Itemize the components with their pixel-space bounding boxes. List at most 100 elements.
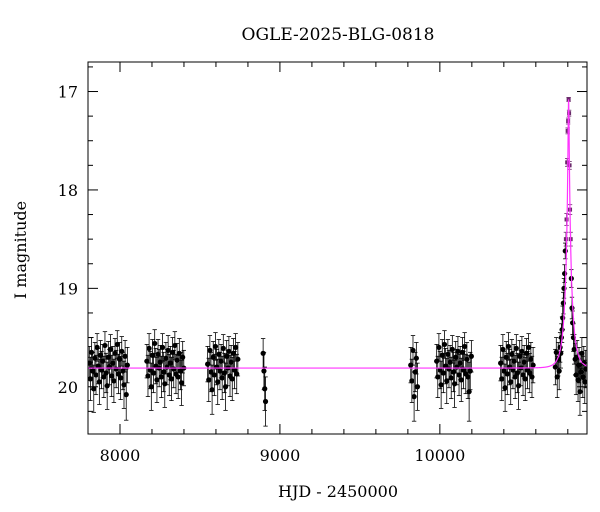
point-marker: [513, 345, 519, 351]
point-marker: [521, 359, 527, 365]
data-point: [222, 362, 229, 411]
data-point: [456, 353, 462, 397]
point-marker: [411, 394, 417, 400]
point-marker: [414, 384, 421, 390]
point-marker: [221, 370, 228, 376]
point-marker: [504, 371, 510, 377]
point-marker: [530, 362, 536, 368]
point-marker: [261, 368, 267, 374]
point-marker: [458, 377, 464, 383]
data-point: [526, 333, 532, 362]
point-marker: [178, 380, 185, 386]
data-point: [502, 363, 508, 412]
point-marker: [174, 357, 180, 363]
point-marker: [229, 376, 235, 382]
point-marker: [509, 351, 515, 357]
data-point: [448, 356, 454, 399]
point-marker: [565, 160, 570, 165]
data-point: [530, 346, 536, 384]
point-marker: [260, 350, 266, 356]
point-marker: [176, 350, 182, 356]
point-marker: [175, 374, 181, 380]
data-point: [111, 358, 117, 403]
point-marker: [207, 347, 213, 353]
point-marker: [512, 374, 518, 380]
point-marker: [529, 374, 535, 380]
data-point: [411, 371, 417, 422]
point-marker: [172, 342, 178, 349]
data-point: [159, 333, 166, 362]
point-marker: [409, 378, 415, 384]
point-marker: [519, 348, 525, 354]
data-point: [441, 330, 448, 359]
point-marker: [579, 350, 585, 356]
data-point: [513, 334, 519, 363]
data-point: [444, 357, 450, 404]
point-marker: [94, 344, 100, 350]
point-marker: [167, 360, 173, 366]
data-point: [583, 349, 587, 389]
x-axis-label: HJD - 2450000: [278, 482, 398, 501]
point-marker: [498, 360, 504, 366]
point-marker: [500, 346, 506, 352]
point-marker: [90, 368, 96, 374]
point-marker: [231, 367, 238, 373]
point-marker: [91, 386, 97, 392]
point-marker: [455, 348, 461, 354]
point-marker: [217, 368, 223, 374]
point-marker: [96, 379, 102, 385]
point-marker: [435, 374, 441, 380]
axis-ticks: 8000 9000 10000 17 18 19 20: [58, 62, 587, 465]
point-marker: [162, 381, 168, 387]
point-marker: [119, 348, 125, 354]
point-marker: [168, 376, 175, 382]
point-marker: [150, 370, 157, 376]
point-marker: [467, 368, 473, 374]
point-marker: [441, 341, 448, 348]
point-marker: [215, 379, 221, 385]
point-marker: [145, 373, 151, 379]
point-marker: [453, 354, 459, 360]
data-point: [235, 342, 241, 377]
data-point: [168, 356, 175, 401]
x-tick-label: 10000: [414, 446, 465, 465]
point-marker: [446, 366, 452, 372]
point-marker: [556, 368, 562, 374]
point-marker: [113, 366, 119, 372]
point-marker: [228, 359, 234, 365]
point-marker: [413, 355, 419, 361]
point-marker: [576, 362, 582, 368]
data-point: [468, 340, 474, 373]
point-marker: [456, 372, 462, 378]
point-marker: [553, 349, 559, 355]
data-point: [261, 351, 267, 391]
data-point: [88, 356, 93, 401]
point-marker: [502, 385, 508, 391]
point-marker: [209, 387, 215, 393]
data-point: [102, 331, 108, 360]
data-point: [212, 332, 219, 361]
data-point: [462, 332, 468, 361]
point-marker: [464, 356, 470, 362]
point-marker: [436, 344, 442, 350]
point-marker: [210, 354, 216, 360]
point-marker: [511, 358, 517, 364]
point-marker: [146, 345, 152, 351]
point-marker: [466, 389, 472, 395]
point-marker: [163, 355, 169, 361]
point-marker: [171, 366, 177, 372]
point-marker: [449, 346, 455, 352]
data-point: [262, 376, 269, 427]
data-point: [101, 355, 107, 398]
point-marker: [116, 356, 123, 362]
model-curve: [88, 99, 587, 369]
point-marker: [102, 342, 108, 349]
data-point: [410, 335, 416, 366]
point-marker: [440, 370, 446, 376]
point-marker: [262, 386, 268, 392]
point-marker: [148, 384, 154, 390]
plot-area: [88, 97, 587, 427]
data-point: [219, 355, 225, 400]
point-marker: [206, 377, 212, 383]
data-point: [563, 231, 569, 247]
